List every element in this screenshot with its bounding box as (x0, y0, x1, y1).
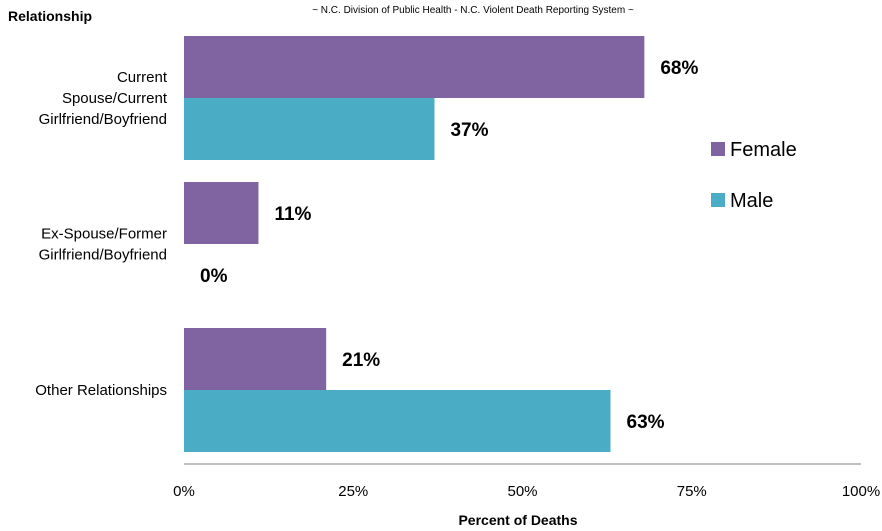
x-axis-title: Percent of Deaths (458, 512, 577, 528)
x-tick-label: 25% (338, 483, 368, 500)
data-label: 11% (274, 204, 311, 225)
category-label: Current Spouse/Current Girlfriend/Boyfrien… (39, 69, 168, 128)
legend-label-male: Male (730, 190, 773, 212)
category-label-line: Spouse/Current (62, 90, 168, 107)
bar-male (184, 98, 435, 160)
data-label: 68% (660, 58, 698, 79)
category-label-line: Other Relationships (35, 382, 167, 399)
x-tick-label: 75% (677, 483, 707, 500)
chart-subtitle: ~ N.C. Division of Public Health - N.C. … (312, 5, 634, 16)
category-label: Ex-Spouse/Former Girlfriend/Boyfriend (39, 226, 167, 264)
data-label: 21% (342, 350, 380, 371)
x-tick-label: 50% (507, 483, 537, 500)
x-tick-label: 0% (173, 483, 195, 500)
x-tick-label: 100% (842, 483, 880, 500)
category-label: Other Relationships (35, 382, 167, 399)
plot-area: Current Spouse/Current Girlfriend/Boyfrien… (35, 36, 698, 452)
category-label-line: Girlfriend/Boyfriend (39, 111, 167, 128)
bar-female (184, 328, 327, 390)
x-axis-ticks: 0% 25% 50% 75% 100% (173, 483, 880, 500)
legend-label-female: Female (730, 139, 797, 161)
legend-swatch-female (711, 142, 725, 156)
category-label-line: Current (117, 69, 168, 86)
y-axis-title: Relationship (8, 8, 92, 24)
data-label: 0% (200, 266, 228, 287)
bar-female (184, 36, 645, 98)
bar-female (184, 182, 259, 244)
legend: Female Male (711, 139, 797, 212)
bar-male (184, 390, 611, 452)
data-label: 63% (627, 412, 665, 433)
category-label-line: Girlfriend/Boyfriend (39, 247, 167, 264)
data-label: 37% (450, 120, 488, 141)
legend-swatch-male (711, 193, 725, 207)
category-label-line: Ex-Spouse/Former (41, 226, 167, 243)
